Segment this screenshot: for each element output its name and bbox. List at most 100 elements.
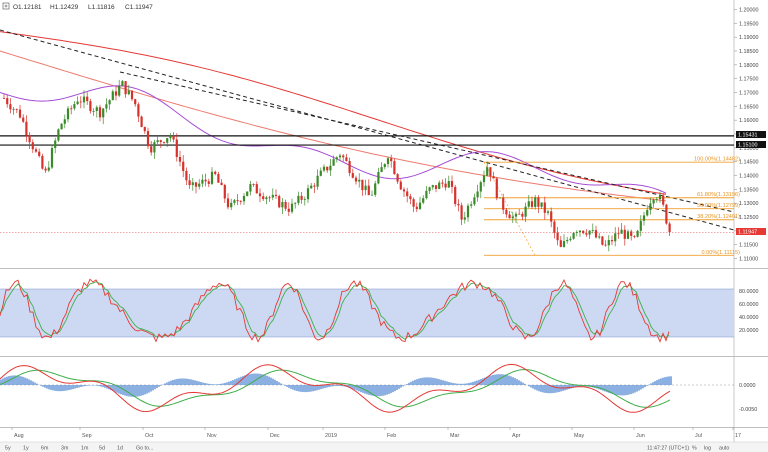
candle-up xyxy=(636,230,639,237)
macd-histogram-bar xyxy=(460,383,462,385)
macd-histogram-bar xyxy=(334,385,336,387)
macd-histogram-bar xyxy=(382,385,384,396)
time-readout: 11:47:27 (UTC+1) xyxy=(647,446,689,452)
macd-histogram-bar xyxy=(574,385,576,388)
candle-down xyxy=(665,204,668,224)
svg-text:1.11947: 1.11947 xyxy=(738,230,757,236)
candle-up xyxy=(249,184,252,192)
candle-down xyxy=(444,183,447,188)
candle-down xyxy=(610,240,614,242)
x-axis-label: 2019 xyxy=(325,433,337,439)
range-button-1m[interactable]: 1m xyxy=(81,446,89,452)
candle-up xyxy=(166,138,169,143)
macd-histogram-bar xyxy=(426,377,428,385)
macd-histogram-bar xyxy=(236,378,238,385)
candle-down xyxy=(585,233,588,235)
candle-down xyxy=(98,107,102,118)
range-button-5d[interactable]: 5d xyxy=(99,446,105,452)
candle-up xyxy=(230,202,233,208)
candle-down xyxy=(130,90,134,100)
range-button-5y[interactable]: 5y xyxy=(5,446,11,452)
macd-histogram-bar xyxy=(622,385,624,396)
candle-down xyxy=(226,198,230,208)
candle-down xyxy=(287,208,290,212)
candle-up xyxy=(102,108,105,118)
candle-down xyxy=(454,186,457,204)
macd-histogram-bar xyxy=(510,376,512,385)
candle-down xyxy=(550,211,553,222)
macd-histogram-bar xyxy=(628,385,630,395)
candle-up xyxy=(60,123,63,130)
candle-up xyxy=(607,240,610,246)
macd-histogram-bar xyxy=(242,376,244,385)
macd-histogram-bar xyxy=(288,385,290,388)
price-tick-label: 1.16000 xyxy=(739,118,759,124)
macd-histogram-bar xyxy=(204,383,206,385)
macd-histogram-bar xyxy=(502,374,504,385)
macd-histogram-bar xyxy=(420,378,422,385)
candle-down xyxy=(508,214,511,219)
candle-down xyxy=(207,181,210,184)
stoch-tick-label: 80.0000 xyxy=(739,289,759,295)
macd-histogram-bar xyxy=(524,383,526,385)
candle-up xyxy=(76,101,79,105)
macd-histogram-bar xyxy=(16,375,18,385)
macd-histogram-bar xyxy=(52,385,54,391)
candle-down xyxy=(172,135,175,140)
macd-histogram-bar xyxy=(56,385,58,392)
macd-histogram-bar xyxy=(530,385,532,388)
macd-histogram-bar xyxy=(354,385,356,390)
macd-histogram-bar xyxy=(392,385,394,393)
candle-down xyxy=(31,142,34,150)
candle-down xyxy=(220,182,223,186)
ohlc-high: H1.12429 xyxy=(50,4,79,11)
macd-histogram-bar xyxy=(60,385,62,392)
range-button-6m[interactable]: 6m xyxy=(41,446,49,452)
range-button-1y[interactable]: 1y xyxy=(23,446,29,452)
price-tick-label: 1.19500 xyxy=(739,21,759,27)
macd-histogram-bar xyxy=(122,385,124,395)
macd-histogram-bar xyxy=(536,385,538,391)
candle-up xyxy=(578,230,582,233)
macd-histogram-bar xyxy=(252,373,254,385)
macd-histogram-bar xyxy=(292,385,294,390)
macd-histogram-bar xyxy=(650,383,652,385)
macd-histogram-bar xyxy=(214,384,216,385)
macd-histogram-bar xyxy=(482,378,484,385)
candle-down xyxy=(140,116,143,128)
macd-histogram-bar xyxy=(82,385,84,387)
candle-up xyxy=(482,175,486,183)
macd-histogram-bar xyxy=(68,385,70,391)
candle-down xyxy=(502,197,505,210)
candle-down xyxy=(623,229,626,239)
goto-button[interactable]: Go to... xyxy=(136,446,153,452)
fib-level-label: 61.80%(1.13196) xyxy=(697,192,740,198)
macd-histogram-bar xyxy=(94,385,96,386)
macd-histogram-bar xyxy=(200,382,202,385)
candle-up xyxy=(658,195,662,200)
macd-histogram-bar xyxy=(222,383,224,385)
macd-histogram-bar xyxy=(118,385,120,394)
macd-histogram-bar xyxy=(656,380,658,385)
macd-histogram-bar xyxy=(630,385,632,395)
candle-up xyxy=(198,183,201,187)
price-tick-label: 1.12500 xyxy=(739,215,759,221)
macd-histogram-bar xyxy=(598,385,600,390)
candle-down xyxy=(617,233,620,235)
log-toggle[interactable]: log xyxy=(704,446,711,452)
macd-histogram-bar xyxy=(150,385,152,392)
macd-histogram-bar xyxy=(196,380,198,385)
percent-toggle[interactable]: % xyxy=(692,446,697,452)
macd-histogram-bar xyxy=(658,379,660,385)
range-button-1d[interactable]: 1d xyxy=(117,446,123,452)
macd-histogram-bar xyxy=(220,383,222,385)
range-button-3m[interactable]: 3m xyxy=(61,446,69,452)
macd-histogram-bar xyxy=(464,383,466,385)
auto-toggle[interactable]: auto xyxy=(719,446,729,452)
macd-histogram-bar xyxy=(662,377,664,385)
stoch-tick-label: 40.0000 xyxy=(739,315,759,321)
macd-histogram-bar xyxy=(614,385,616,395)
candle-down xyxy=(393,161,396,175)
macd-histogram-bar xyxy=(2,378,4,385)
